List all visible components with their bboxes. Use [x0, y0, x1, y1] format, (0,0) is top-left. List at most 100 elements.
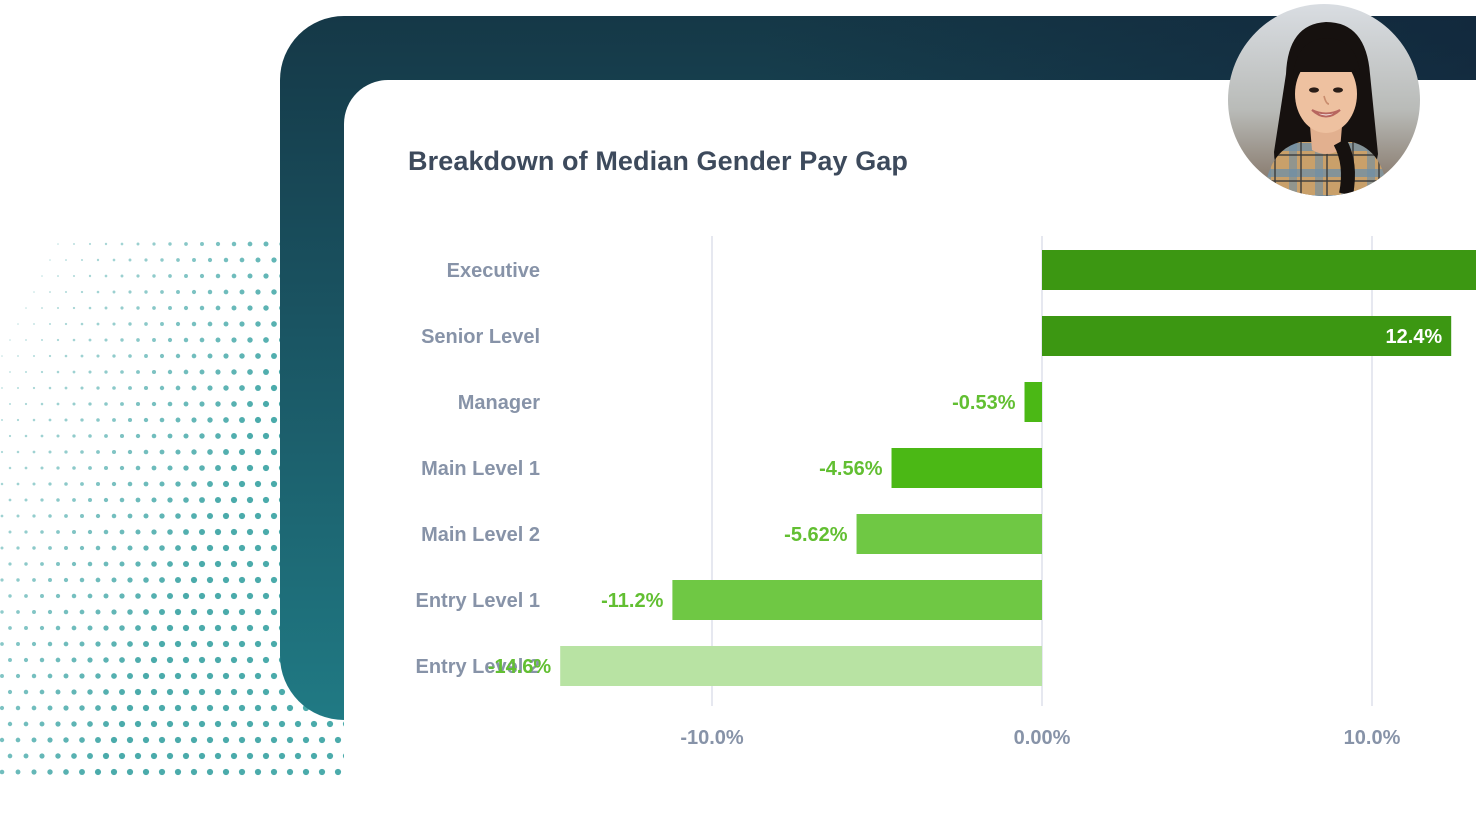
decorative-dot	[0, 737, 5, 743]
decorative-dot	[207, 385, 213, 391]
decorative-dot	[238, 704, 246, 712]
decorative-dot	[7, 689, 13, 695]
bar	[560, 646, 1042, 686]
decorative-dot	[142, 672, 150, 680]
decorative-dot	[56, 434, 60, 438]
decorative-dot	[71, 753, 77, 759]
decorative-dot	[184, 242, 188, 246]
decorative-dot	[127, 609, 133, 615]
decorative-dot	[16, 482, 20, 486]
decorative-dot	[270, 640, 278, 648]
decorative-dot	[40, 498, 44, 502]
decorative-dot	[159, 449, 165, 455]
decorative-dot	[231, 433, 237, 439]
decorative-dot	[95, 673, 101, 679]
decorative-dot	[7, 753, 13, 759]
decorative-dot	[103, 593, 109, 599]
decorative-dot	[39, 753, 45, 759]
decorative-dot	[63, 705, 69, 711]
decorative-dot	[48, 450, 52, 454]
decorative-dot	[254, 448, 262, 456]
decorative-dot	[104, 402, 108, 406]
decorative-dot	[32, 386, 36, 390]
decorative-dot	[71, 593, 77, 599]
decorative-dot	[238, 608, 246, 616]
decorative-dot	[191, 353, 197, 359]
decorative-dot	[128, 290, 132, 294]
decorative-dot	[263, 305, 269, 311]
decorative-dot	[24, 434, 28, 438]
decorative-dot	[254, 480, 262, 488]
decorative-dot	[23, 657, 29, 663]
decorative-dot	[215, 337, 221, 343]
bar	[672, 580, 1042, 620]
decorative-dot	[166, 592, 174, 600]
decorative-dot	[263, 273, 269, 279]
decorative-dot	[222, 736, 230, 744]
decorative-dot	[111, 705, 117, 711]
decorative-dot	[135, 465, 141, 471]
decorative-dot	[223, 257, 229, 263]
decorative-dot	[231, 337, 237, 343]
decorative-dot	[167, 529, 173, 535]
decorative-dot	[103, 497, 109, 503]
decorative-dot	[230, 592, 238, 600]
decorative-dot	[0, 514, 4, 518]
category-label: Manager	[458, 392, 540, 414]
decorative-dot	[15, 769, 21, 775]
decorative-dot	[142, 640, 150, 648]
decorative-dot	[199, 497, 205, 503]
decorative-dot	[72, 434, 76, 438]
decorative-dot	[184, 274, 188, 278]
decorative-dot	[16, 386, 20, 390]
decorative-dot	[63, 641, 69, 647]
decorative-dot	[111, 673, 117, 679]
person-photo-icon	[1228, 4, 1420, 196]
decorative-dot	[17, 323, 19, 325]
decorative-dot	[128, 386, 132, 390]
decorative-dot	[262, 432, 270, 440]
decorative-dot	[24, 370, 28, 374]
decorative-dot	[79, 705, 85, 711]
decorative-dot	[238, 768, 246, 776]
decorative-dot	[144, 290, 148, 294]
decorative-dot	[254, 544, 262, 552]
decorative-dot	[334, 768, 342, 776]
decorative-dot	[151, 593, 157, 599]
decorative-dot	[64, 450, 68, 454]
decorative-dot	[270, 608, 278, 616]
decorative-dot	[32, 418, 36, 422]
decorative-dot	[96, 450, 100, 454]
decorative-dot	[182, 624, 190, 632]
decorative-dot	[72, 274, 76, 278]
decorative-dot	[247, 401, 253, 407]
decorative-dot	[318, 736, 326, 744]
x-tick-label: 10.0%	[1344, 727, 1401, 749]
decorative-dot	[254, 608, 262, 616]
decorative-dot	[207, 321, 213, 327]
decorative-dot	[207, 417, 213, 423]
decorative-dot	[151, 433, 157, 439]
decorative-dot	[120, 402, 124, 406]
decorative-dot	[326, 752, 334, 760]
decorative-dot	[190, 704, 198, 712]
decorative-dot	[159, 577, 165, 583]
decorative-dot	[215, 369, 221, 375]
decorative-dot	[214, 528, 222, 536]
decorative-dot	[87, 529, 93, 535]
decorative-dot	[151, 561, 157, 567]
decorative-dot	[223, 289, 229, 295]
decorative-dot	[254, 672, 262, 680]
decorative-dot	[191, 321, 197, 327]
decorative-dot	[160, 322, 164, 326]
decorative-dot	[31, 705, 37, 711]
decorative-dot	[247, 241, 253, 247]
decorative-dot	[168, 274, 172, 278]
decorative-dot	[198, 624, 206, 632]
decorative-dot	[270, 704, 278, 712]
decorative-dot	[215, 273, 221, 279]
decorative-dot	[230, 752, 238, 760]
decorative-dot	[152, 242, 156, 246]
decorative-dot	[214, 720, 222, 728]
decorative-dot	[8, 466, 12, 470]
